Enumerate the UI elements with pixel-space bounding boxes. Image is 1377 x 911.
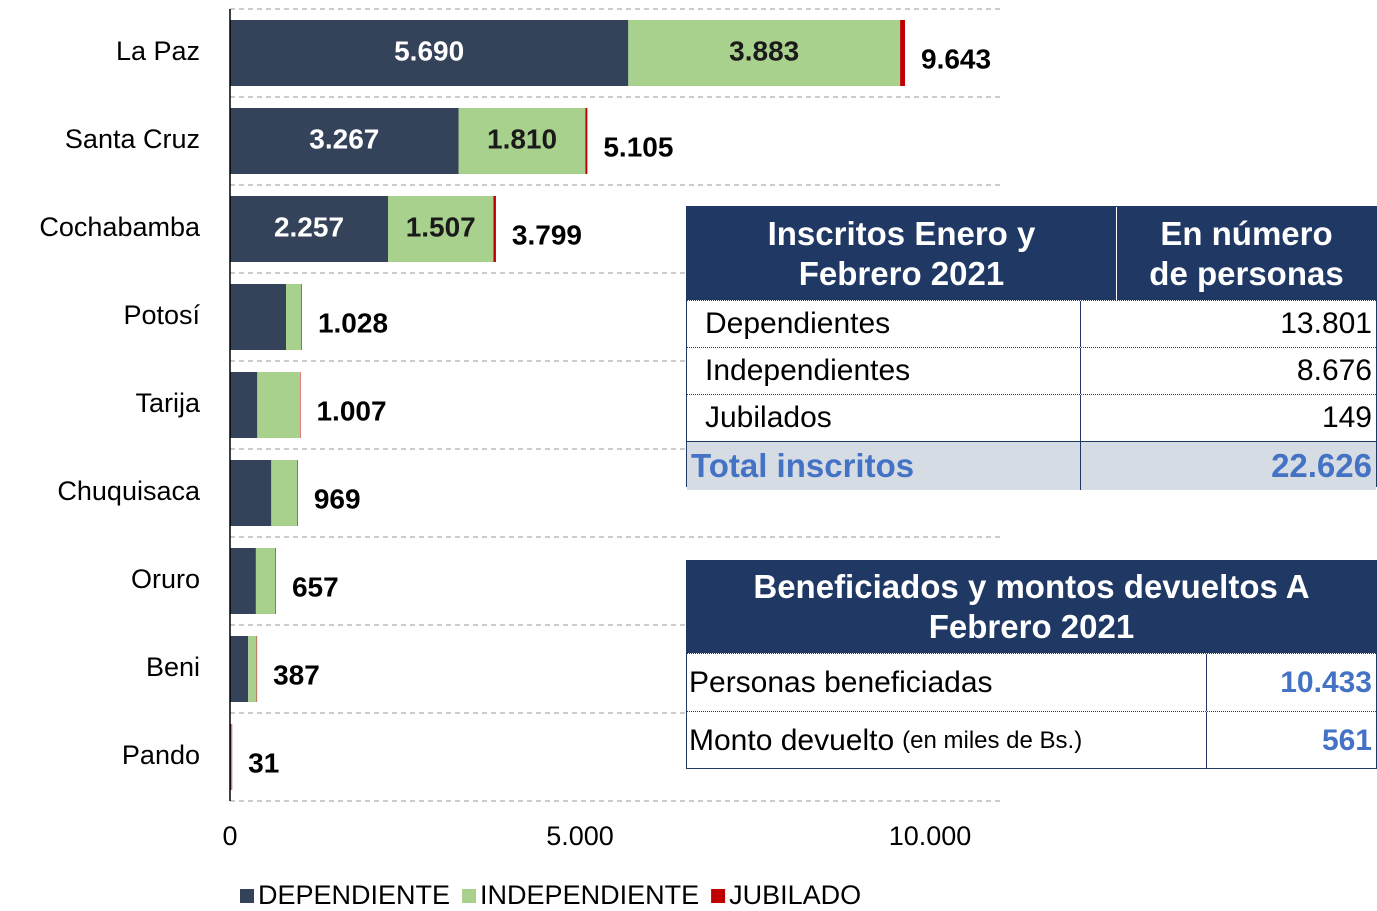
y-tick-label: Santa Cruz — [65, 124, 200, 154]
table-row: Jubilados 149 — [687, 394, 1376, 441]
bar-segment — [230, 548, 256, 614]
bar-segment — [585, 108, 588, 174]
legend-swatch — [462, 889, 477, 903]
cell: 561 — [1206, 712, 1376, 769]
total-label: 657 — [292, 571, 339, 602]
bar-segment — [387, 196, 494, 262]
header-cell: Beneficiados y montos devueltos A Febrer… — [753, 568, 1310, 645]
label: Personas beneficiadas — [689, 665, 993, 699]
bar-segment — [230, 196, 388, 262]
legend-swatch — [711, 889, 726, 903]
total-label: 1.007 — [316, 395, 386, 426]
bar-segment — [271, 460, 298, 526]
bar-segment — [230, 636, 249, 702]
y-tick-label: Cochabamba — [39, 212, 201, 242]
legend-label: DEPENDIENTE — [258, 880, 450, 910]
table-header: Inscritos Enero y Febrero 2021 En número… — [687, 207, 1376, 300]
bar-segment — [255, 548, 276, 614]
cell: Jubilados — [705, 401, 832, 434]
bar-segment — [286, 284, 302, 350]
y-tick-label: Beni — [146, 652, 200, 682]
bar-segment — [230, 372, 258, 438]
segment-label: 3.267 — [309, 123, 379, 154]
cell: 13.801 — [1080, 301, 1376, 347]
total-row: Total inscritos 22.626 — [687, 441, 1376, 490]
bar-segment — [230, 284, 286, 350]
total-label: 387 — [273, 659, 320, 690]
x-tick-label: 5.000 — [546, 821, 614, 851]
y-tick-label: La Paz — [116, 36, 200, 66]
segment-label: 2.257 — [274, 211, 344, 242]
table-row: Personas beneficiadas 10.433 — [687, 653, 1376, 711]
cell: 8.676 — [1080, 348, 1376, 394]
x-tick-label: 10.000 — [889, 821, 972, 851]
cell: Total inscritos — [691, 447, 915, 484]
cell: 10.433 — [1206, 654, 1376, 711]
bar-segment — [301, 284, 302, 350]
header-cell: En número de personas — [1116, 207, 1376, 300]
total-label: 3.799 — [512, 219, 582, 250]
bar-segment — [900, 20, 906, 86]
cell: 149 — [1080, 395, 1376, 441]
total-label: 31 — [248, 747, 279, 778]
x-tick-label: 0 — [222, 821, 237, 851]
segment-label: 3.883 — [729, 35, 799, 66]
cell: Independientes — [705, 354, 911, 387]
bar-segment — [628, 20, 901, 86]
bar-segment — [248, 636, 257, 702]
table-row: Dependientes 13.801 — [687, 300, 1376, 347]
segment-label: 1.810 — [487, 123, 557, 154]
bar-segment — [297, 460, 298, 526]
benefits-table: Beneficiados y montos devueltos A Febrer… — [686, 560, 1377, 769]
y-tick-label: Oruro — [131, 564, 200, 594]
legend-label: JUBILADO — [729, 880, 861, 910]
y-tick-label: Potosí — [123, 300, 200, 330]
segment-label: 1.507 — [406, 211, 476, 242]
bar-segment — [230, 460, 272, 526]
segment-label: 5.690 — [394, 35, 464, 66]
cell: Dependientes — [705, 307, 891, 340]
table-row: Monto devuelto (en miles de Bs.) 561 — [687, 711, 1376, 769]
cell: 22.626 — [1080, 442, 1376, 490]
bar-segment — [458, 108, 586, 174]
bar-segment — [230, 20, 629, 86]
legend-swatch — [240, 889, 254, 903]
note: (en miles de Bs.) — [902, 726, 1083, 754]
total-label: 1.028 — [318, 307, 388, 338]
label: Monto devuelto — [689, 723, 895, 757]
bar-segment — [493, 196, 496, 262]
y-tick-label: Pando — [122, 740, 200, 770]
y-tick-label: Tarija — [135, 388, 201, 418]
legend-label: INDEPENDIENTE — [480, 880, 699, 910]
cell: Personas beneficiadas — [687, 654, 1206, 711]
bar-segment — [231, 724, 232, 790]
total-label: 5.105 — [603, 131, 673, 162]
enrolled-table: Inscritos Enero y Febrero 2021 En número… — [686, 206, 1377, 490]
total-label: 969 — [314, 483, 361, 514]
cell: Monto devuelto (en miles de Bs.) — [687, 712, 1206, 769]
bar-segment — [230, 108, 459, 174]
header-cell: Inscritos Enero y Febrero 2021 — [767, 214, 1036, 292]
y-tick-label: Chuquisaca — [57, 476, 201, 506]
bar-segment — [257, 372, 300, 438]
table-row: Independientes 8.676 — [687, 347, 1376, 394]
total-label: 9.643 — [921, 43, 991, 74]
table-header: Beneficiados y montos devueltos A Febrer… — [687, 561, 1376, 653]
